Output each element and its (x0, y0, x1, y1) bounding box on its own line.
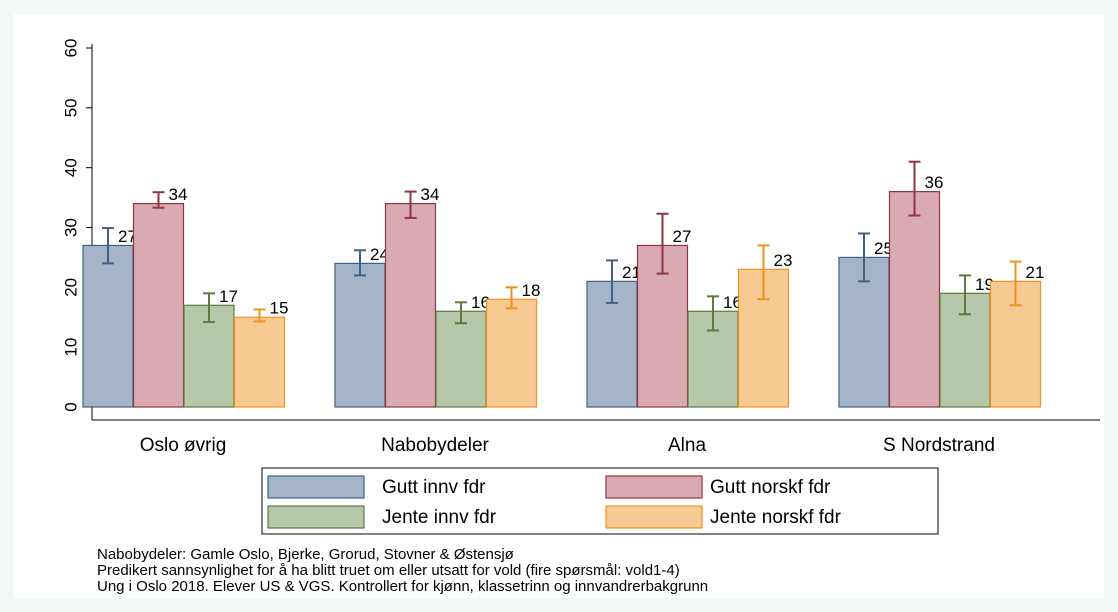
x-tick-label: Oslo øvrig (140, 435, 227, 456)
legend-label: Gutt norskf fdr (710, 477, 831, 498)
note: Ung i Oslo 2018. Elever US & VGS. Kontro… (97, 578, 708, 595)
data-label: 36 (925, 173, 944, 192)
data-label: 23 (774, 251, 793, 270)
data-label: 16 (471, 293, 490, 312)
data-label: 34 (169, 185, 188, 204)
data-label: 24 (370, 245, 389, 264)
data-label: 19 (975, 275, 994, 294)
data-label: 18 (522, 281, 541, 300)
legend-swatch (605, 505, 703, 529)
bar (132, 202, 185, 408)
data-label: 25 (874, 239, 893, 258)
y-tick-label: 20 (61, 278, 80, 297)
data-label: 21 (1026, 263, 1045, 282)
data-label: 27 (118, 227, 137, 246)
x-tick-label: Alna (668, 435, 706, 456)
x-tick-label: Nabobydeler (381, 435, 489, 456)
legend-label: Jente norskf fdr (710, 507, 842, 528)
legend-swatch (267, 475, 365, 499)
bar (384, 202, 437, 408)
bar (233, 316, 286, 408)
legend-label: Gutt innv fdr (382, 477, 486, 498)
bar (334, 262, 386, 408)
y-tick-label: 60 (61, 39, 80, 58)
data-label: 27 (673, 227, 692, 246)
x-tick-label: S Nordstrand (883, 435, 995, 456)
bar (435, 310, 487, 408)
note: Predikert sannsynlighet for å ha blitt t… (97, 562, 680, 579)
data-label: 16 (723, 293, 742, 312)
data-label: 15 (270, 299, 289, 318)
y-tick-label: 30 (61, 218, 80, 237)
bar (485, 298, 538, 408)
data-label: 17 (219, 287, 238, 306)
legend-swatch (605, 475, 703, 499)
y-tick-label: 40 (61, 158, 80, 177)
legend-label: Jente innv fdr (382, 507, 497, 528)
legend-swatch (267, 505, 365, 529)
y-tick-label: 10 (61, 338, 80, 357)
y-tick-label: 50 (61, 98, 80, 117)
data-label: 34 (421, 185, 440, 204)
note: Nabobydeler: Gamle Oslo, Bjerke, Grorud,… (97, 546, 514, 563)
bar (888, 191, 941, 408)
data-label: 21 (622, 263, 641, 282)
y-tick-label: 0 (61, 402, 80, 411)
bar (82, 244, 134, 408)
legend-box (261, 467, 939, 535)
